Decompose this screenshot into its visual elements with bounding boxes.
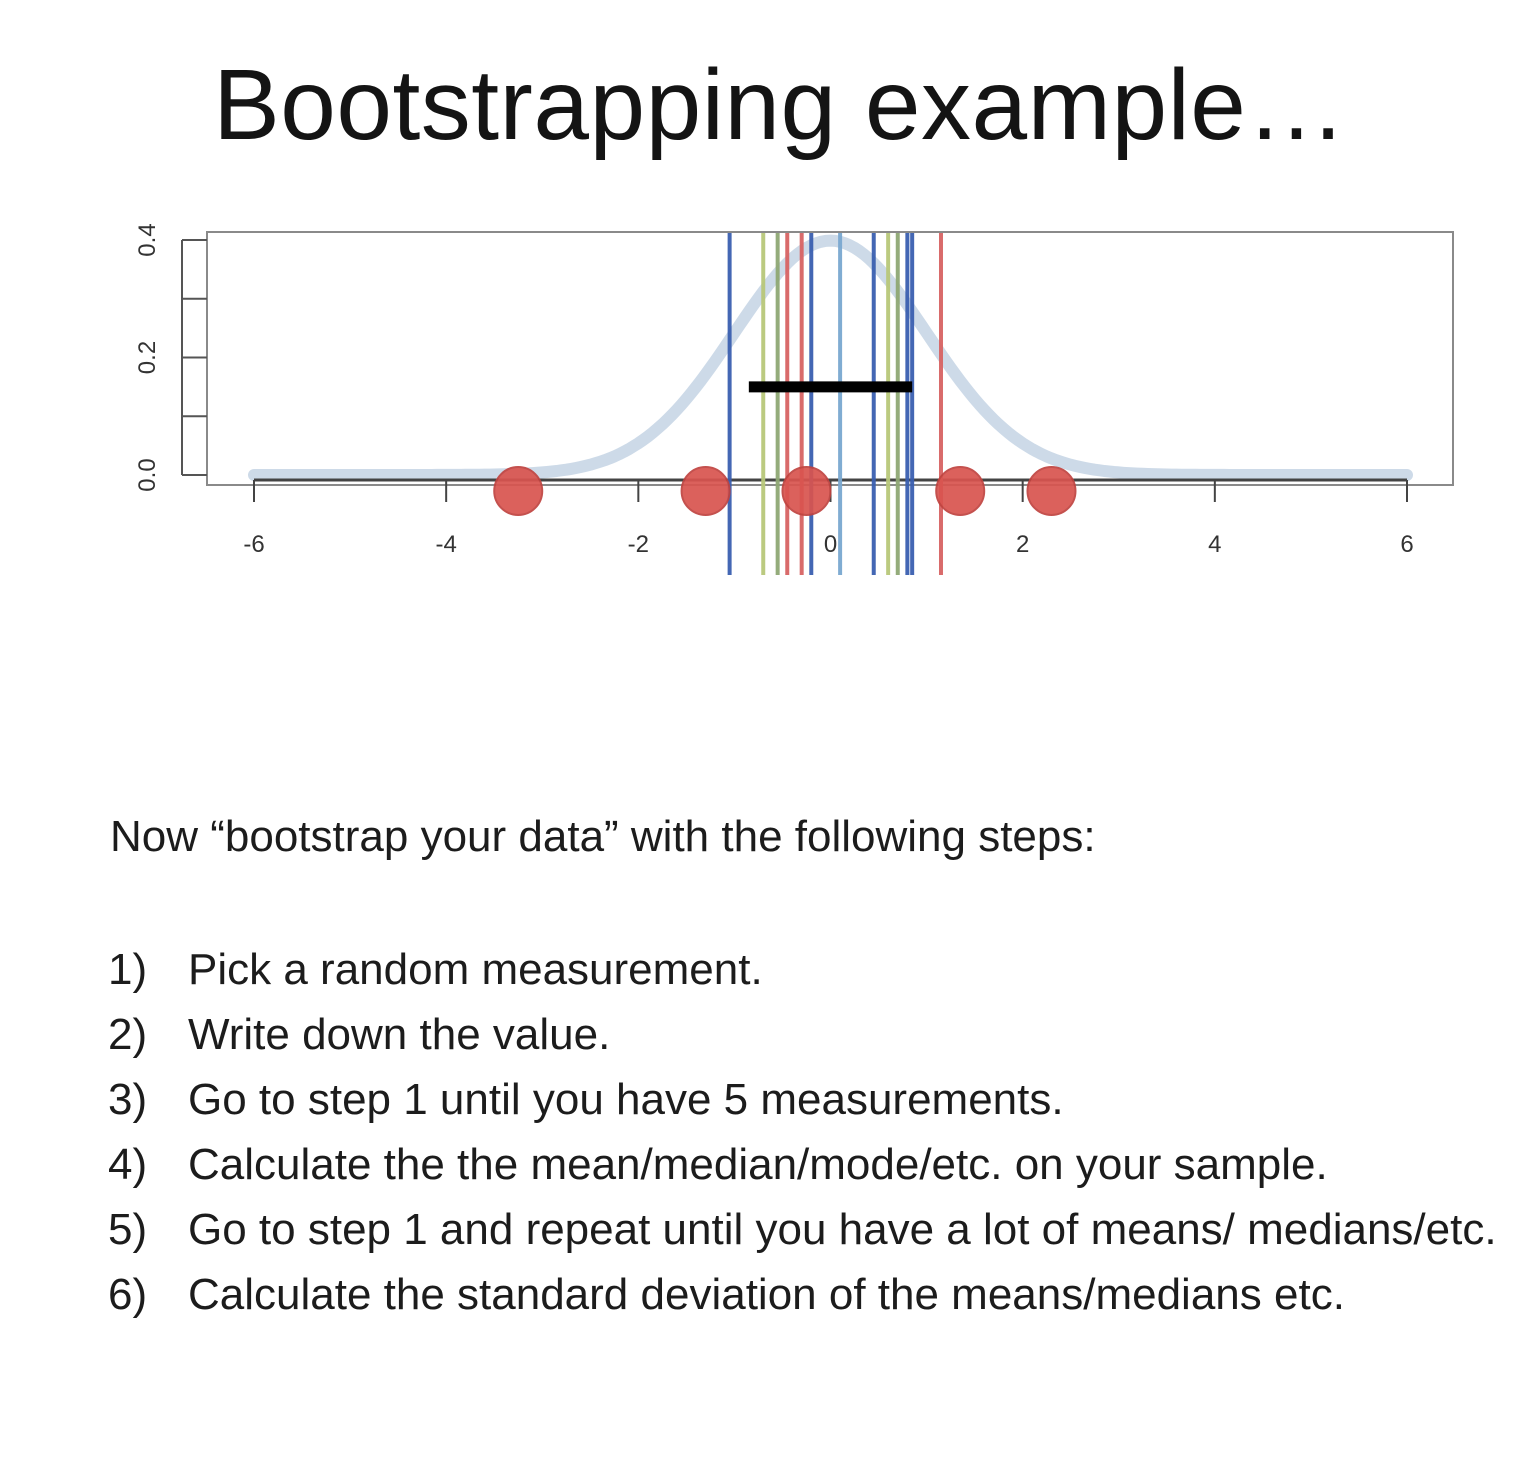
list-item: 5) Go to step 1 and repeat until you have… (108, 1200, 1518, 1260)
y-tick-label: 0.2 (134, 341, 161, 374)
sample-point (781, 466, 832, 516)
step-number: 2) (108, 1010, 148, 1059)
step-text: Go to step 1 and repeat until you have a… (188, 1205, 1497, 1254)
x-tick-label: -6 (243, 531, 264, 558)
step-number: 3) (108, 1075, 148, 1124)
y-tick-label: 0.4 (134, 223, 161, 256)
step-number: 4) (108, 1140, 148, 1189)
x-tick-label: 4 (1208, 531, 1221, 558)
list-item: 2) Write down the value. (108, 1005, 1518, 1065)
plot-frame (206, 231, 1454, 486)
intro-text: Now “bootstrap your data” with the follo… (110, 812, 1096, 861)
step-text: Write down the value. (188, 1010, 611, 1059)
step-text: Go to step 1 until you have 5 measuremen… (188, 1075, 1064, 1124)
x-tick-label: 0 (824, 531, 837, 558)
x-tick-label: 2 (1016, 531, 1029, 558)
page-title: Bootstrapping example… (213, 49, 1347, 161)
sample-point (1026, 466, 1077, 516)
sample-point (680, 466, 731, 516)
y-tick-label: 0.0 (134, 458, 161, 491)
step-text: Calculate the standard deviation of the … (188, 1270, 1345, 1319)
list-item: 6) Calculate the standard deviation of th… (108, 1265, 1518, 1325)
step-text: Pick a random measurement. (188, 945, 763, 994)
x-tick-label: 6 (1400, 531, 1413, 558)
step-text: Calculate the the mean/median/mode/etc. … (188, 1140, 1328, 1189)
step-number: 1) (108, 945, 148, 994)
list-item: 4) Calculate the the mean/median/mode/etc… (108, 1135, 1518, 1195)
steps-list: 1) Pick a random measurement. 2) Write dow… (108, 940, 1518, 1330)
list-item: 3) Go to step 1 until you have 5 measurem… (108, 1070, 1518, 1130)
sample-point (493, 466, 544, 516)
list-item: 1) Pick a random measurement. (108, 940, 1518, 1000)
bootstrap-chart: 0.0 0.2 0.4 -6 -4 -2 0 2 4 6 (134, 223, 1454, 575)
x-tick-label: -4 (435, 531, 456, 558)
step-number: 5) (108, 1205, 148, 1254)
sample-point (935, 466, 986, 516)
density-curve (248, 234, 1413, 481)
step-number: 6) (108, 1270, 148, 1319)
x-tick-label: -2 (628, 531, 649, 558)
